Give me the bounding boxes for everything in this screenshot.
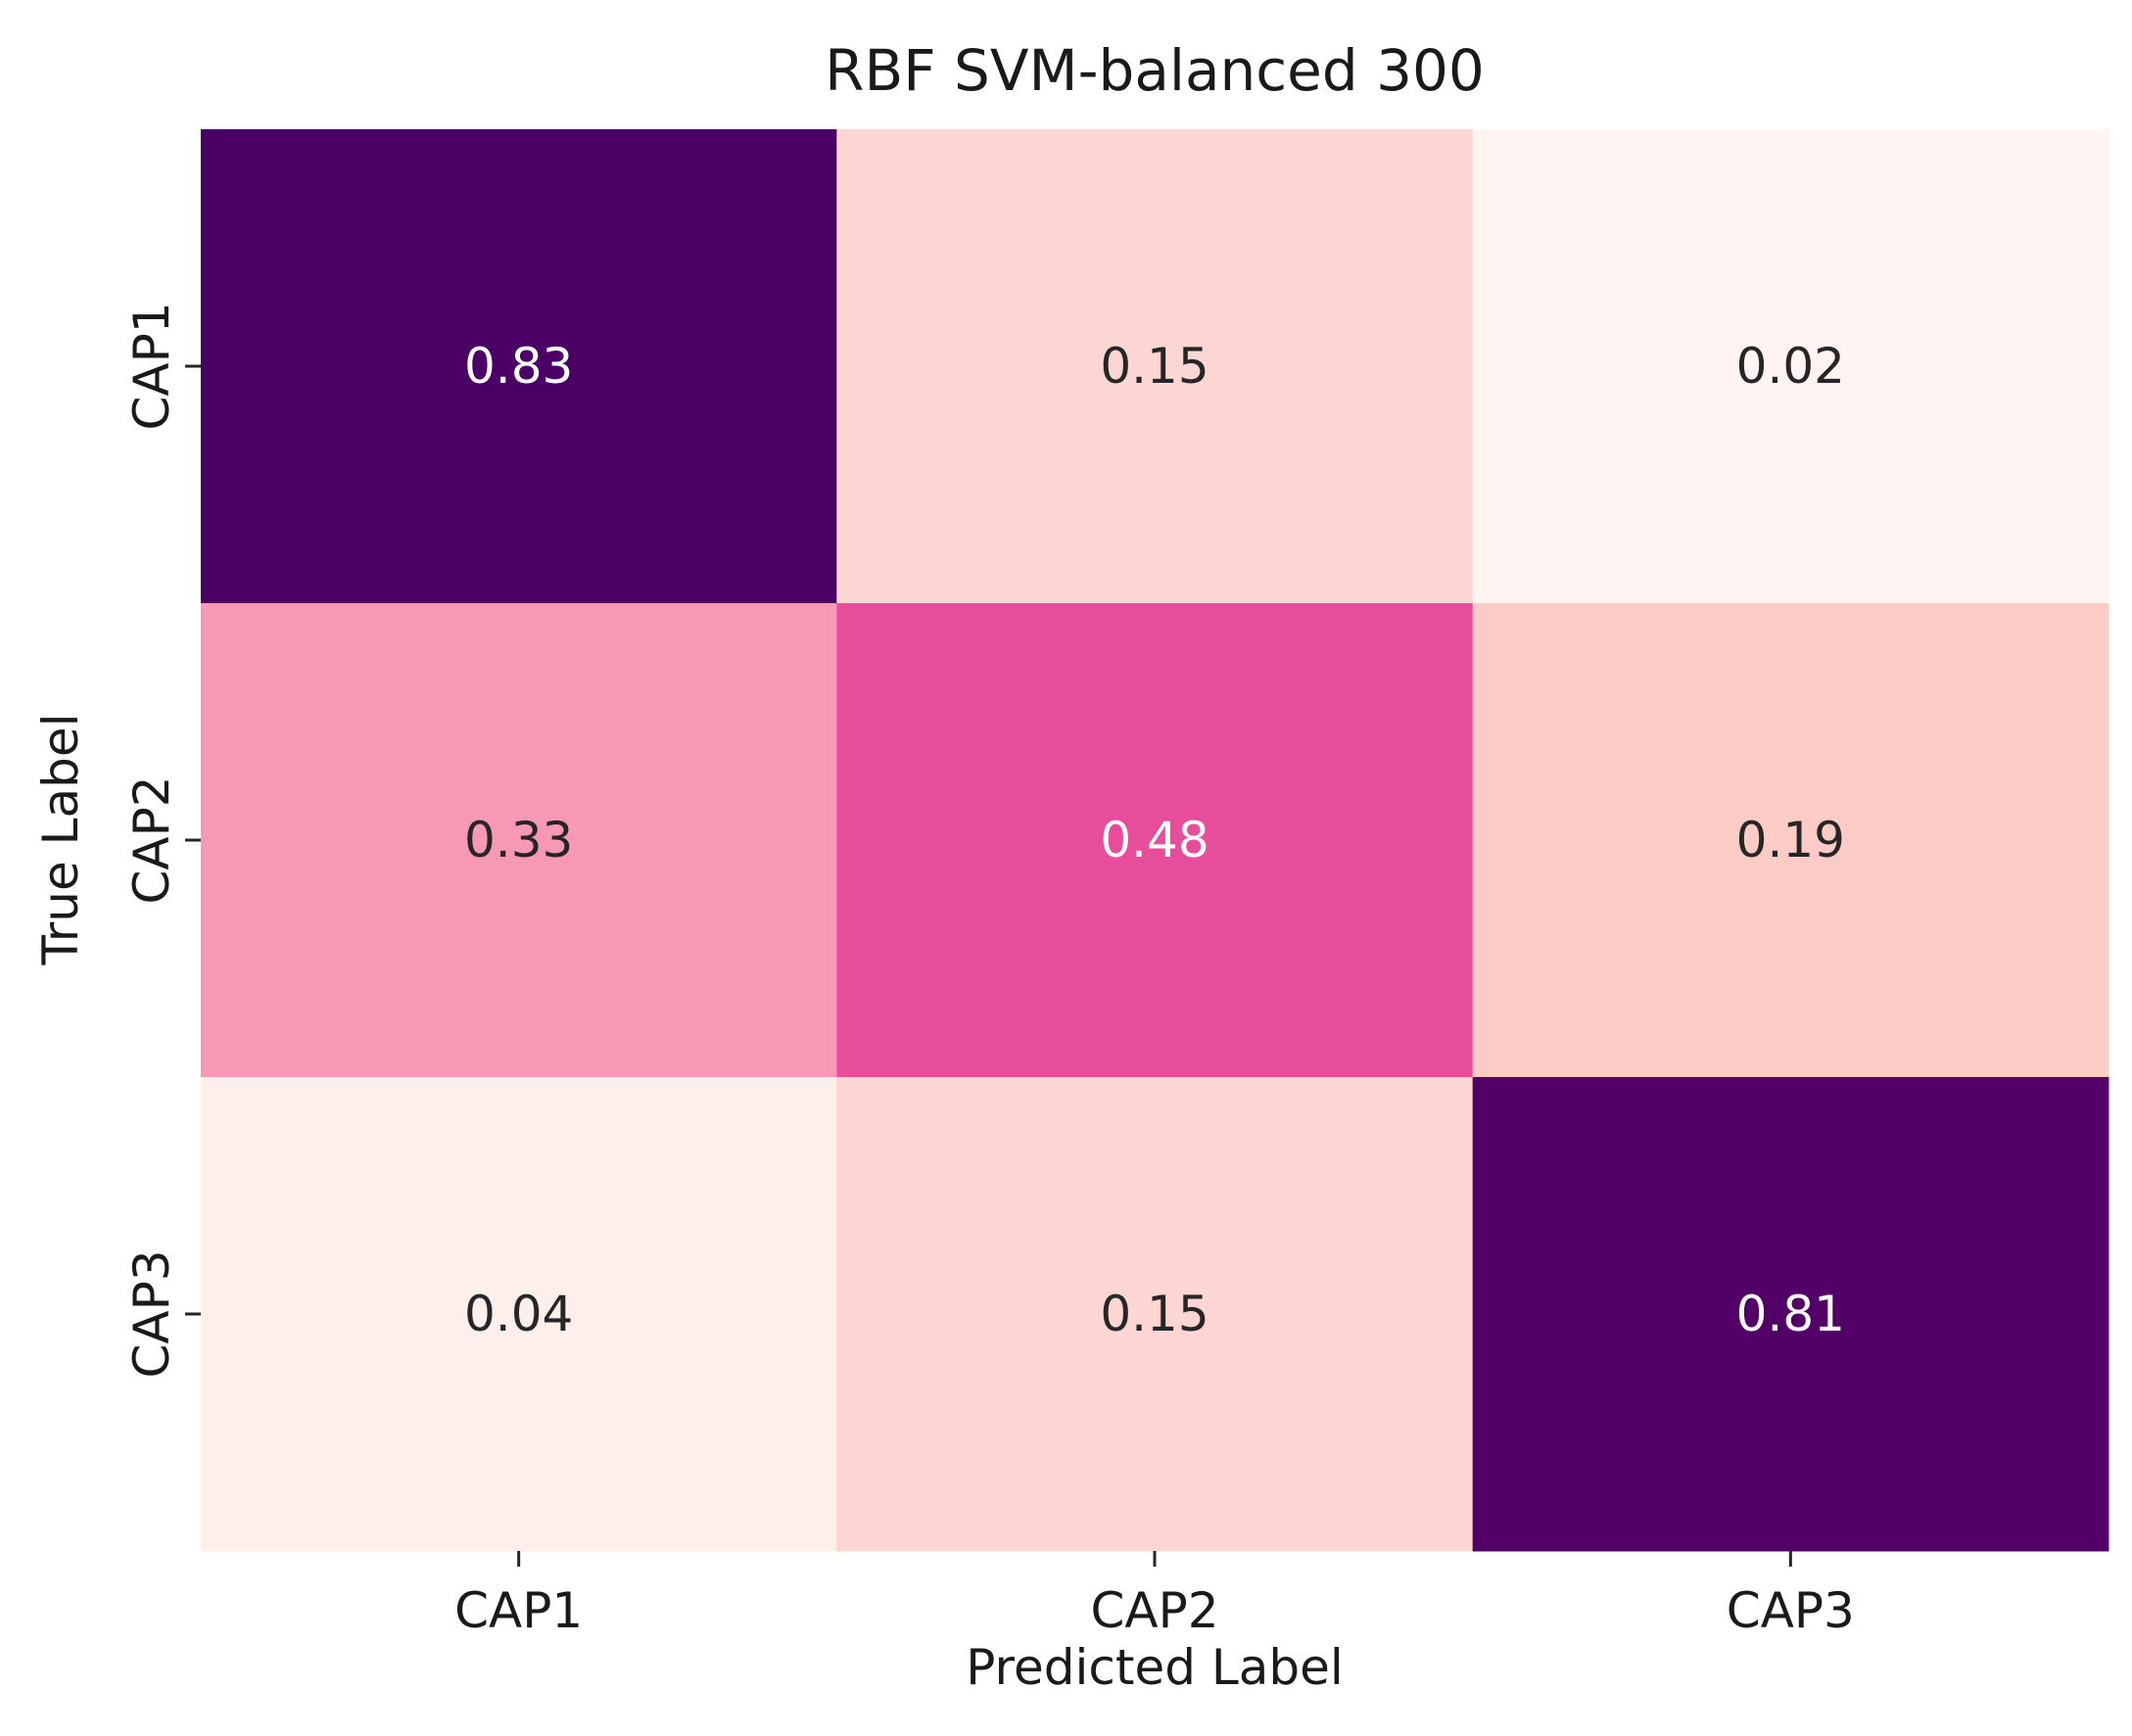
y-axis-label: True Label <box>32 714 89 966</box>
heatmap-cell-r3-c3 <box>1472 1077 2109 1552</box>
cell-value-label-r2-c3: 0.19 <box>1736 812 1845 868</box>
y-tick-label: CAP3 <box>123 1249 180 1378</box>
x-tick-label: CAP1 <box>454 1582 583 1639</box>
chart-title: RBF SVM-balanced 300 <box>825 37 1485 104</box>
heatmap-cell-r1-c3 <box>1472 129 2109 604</box>
cell-value-label-r1-c1: 0.83 <box>464 338 573 395</box>
heatmap-cell-r3-c2 <box>836 1077 1474 1552</box>
cell-value-label-r3-c1: 0.04 <box>464 1286 573 1342</box>
y-tick-label: CAP2 <box>123 775 180 904</box>
cell-value-label-r1-c2: 0.15 <box>1100 338 1208 395</box>
heatmap-cell-r1-c1 <box>201 129 837 604</box>
heatmap-cell-r2-c1 <box>201 603 837 1078</box>
cell-value-label-r2-c1: 0.33 <box>464 812 573 868</box>
cell-value-label-r3-c2: 0.15 <box>1100 1286 1208 1342</box>
heatmap-cell-r1-c2 <box>836 129 1474 604</box>
x-axis: CAP1 CAP2 CAP3 <box>454 1551 1855 1639</box>
heatmap-cell-r2-c2 <box>836 603 1474 1078</box>
cell-value-label-r1-c3: 0.02 <box>1736 338 1845 395</box>
cell-value-label-r2-c2: 0.48 <box>1100 812 1208 868</box>
cell-value-label-r3-c3: 0.81 <box>1736 1286 1845 1342</box>
heatmap-cell-r3-c1 <box>201 1077 837 1552</box>
y-tick-label: CAP1 <box>123 302 180 430</box>
x-axis-label: Predicted Label <box>966 1639 1344 1696</box>
heatmap-cell-labels: 0.83 0.15 0.02 0.33 0.48 0.19 0.04 0.15 0.81 <box>464 338 1845 1342</box>
heatmap-cells <box>201 129 2109 1552</box>
x-tick-label: CAP2 <box>1090 1582 1218 1639</box>
x-tick-label: CAP3 <box>1727 1582 1855 1639</box>
heatmap-cell-r2-c3 <box>1472 603 2109 1078</box>
y-axis: CAP1 CAP2 CAP3 <box>123 302 201 1379</box>
